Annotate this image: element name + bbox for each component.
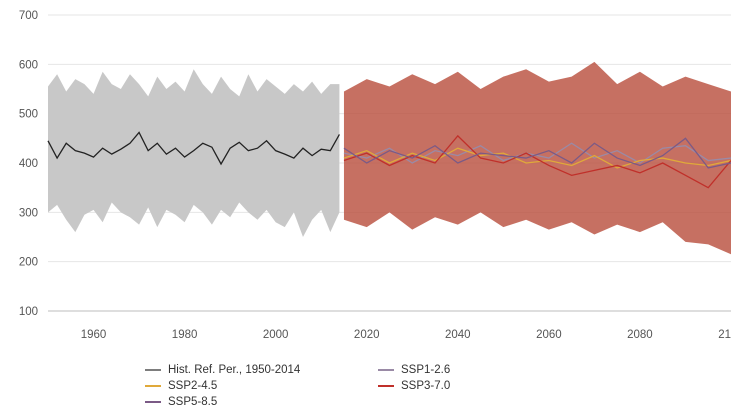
axis-labels: 100 200 300 400 500 600 700 1960 1980 2000 2020 204… xyxy=(19,10,731,341)
y-tick-label: 300 xyxy=(19,207,38,219)
legend-item-hist: Hist. Ref. Per., 1950-2014 xyxy=(145,364,300,376)
x-tick-label: 2000 xyxy=(263,329,289,341)
x-tick-label: 1980 xyxy=(172,329,198,341)
x-tick-label: 2020 xyxy=(354,329,380,341)
legend-swatch-ssp5 xyxy=(145,401,161,403)
legend-label-ssp1: SSP1-2.6 xyxy=(401,364,451,376)
series-line-ssp1-2.6 xyxy=(343,142,731,164)
legend-swatch-hist xyxy=(145,369,161,371)
y-tick-label: 200 xyxy=(19,257,38,269)
x-tick-label: 1960 xyxy=(81,329,107,341)
legend-item-ssp5: SSP5-8.5 xyxy=(145,396,217,408)
legend-item-ssp1: SSP1-2.6 xyxy=(378,364,450,376)
legend-item-ssp2: SSP2-4.5 xyxy=(145,380,217,392)
legend-label-ssp5: SSP5-8.5 xyxy=(168,396,218,408)
series-line-ssp5-8.5 xyxy=(343,137,731,169)
legend-label-hist: Hist. Ref. Per., 1950-2014 xyxy=(168,364,301,376)
historical-band xyxy=(48,69,340,238)
y-tick-label: 100 xyxy=(19,306,38,318)
x-tick-label: 2060 xyxy=(536,329,562,341)
y-tick-label: 600 xyxy=(19,59,38,71)
legend-swatch-ssp3 xyxy=(378,385,394,387)
legend-swatch-ssp1 xyxy=(378,369,394,371)
y-tick-label: 700 xyxy=(19,10,38,22)
x-tick-label: 2080 xyxy=(627,329,653,341)
series-lines xyxy=(47,131,731,189)
x-tick-label: 2100 xyxy=(718,329,731,341)
uncertainty-bands xyxy=(48,61,731,255)
projection-band xyxy=(343,61,731,255)
y-tick-label: 400 xyxy=(19,158,38,170)
series-line-ssp2-4.5 xyxy=(343,147,731,169)
legend-swatch-ssp2 xyxy=(145,385,161,387)
y-tick-label: 500 xyxy=(19,109,38,121)
legend-item-ssp3: SSP3-7.0 xyxy=(378,380,450,392)
x-tick-label: 2040 xyxy=(445,329,471,341)
legend-label-ssp2: SSP2-4.5 xyxy=(168,380,218,392)
series-line-historical xyxy=(47,131,340,166)
legend-label-ssp3: SSP3-7.0 xyxy=(401,380,451,392)
